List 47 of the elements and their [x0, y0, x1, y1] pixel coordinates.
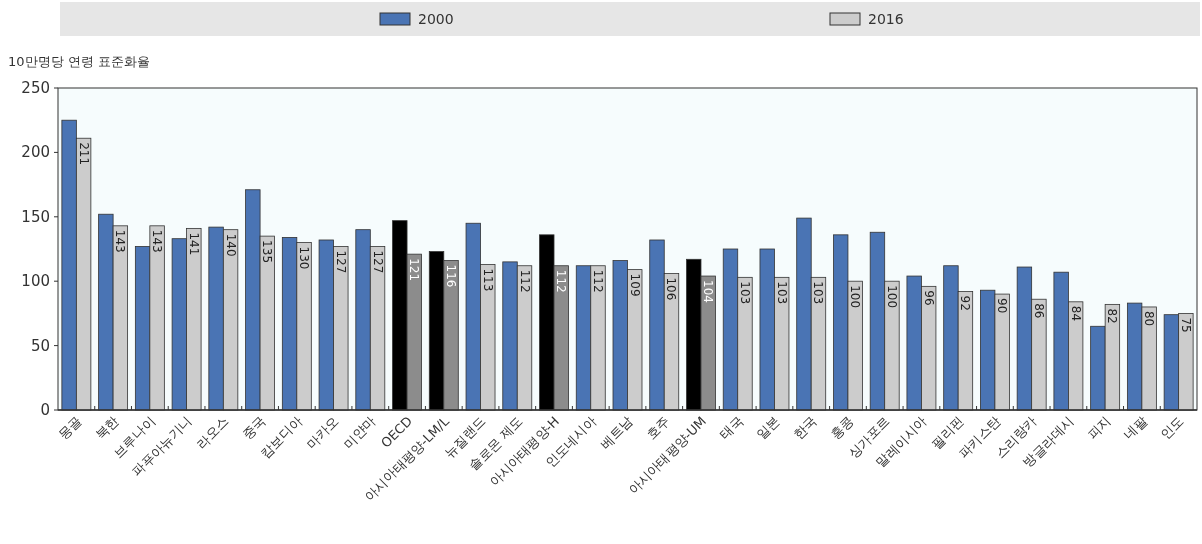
x-tick-label: 몽골: [55, 413, 85, 443]
y-tick-label: 150: [21, 207, 50, 226]
data-label: 127: [333, 250, 348, 274]
y-tick-label: 250: [21, 79, 50, 97]
data-label: 143: [150, 229, 165, 253]
data-label: 121: [407, 258, 422, 282]
data-label: 141: [186, 232, 201, 256]
data-label: 82: [1105, 308, 1120, 324]
data-label: 96: [921, 290, 936, 306]
data-label: 75: [1178, 317, 1193, 333]
x-tick-label: 네팔: [1121, 413, 1151, 443]
x-tick-label: 일본: [753, 413, 783, 443]
data-label: 100: [848, 285, 863, 309]
data-label: 92: [958, 295, 973, 311]
data-label: 86: [1031, 303, 1046, 319]
data-label: 143: [113, 229, 128, 253]
x-tick-label: 한국: [790, 413, 820, 443]
y-tick-label: 50: [30, 336, 50, 355]
data-label: 103: [811, 281, 826, 305]
data-label: 84: [1068, 305, 1083, 322]
data-label: 80: [1142, 310, 1157, 327]
x-tick-label: 인도: [1157, 413, 1187, 443]
data-label: 103: [774, 281, 789, 305]
data-label: 106: [664, 277, 679, 301]
data-label: 104: [701, 280, 716, 303]
data-label: 112: [554, 269, 569, 293]
data-label: 112: [517, 269, 532, 293]
legend-label: 2000: [418, 11, 454, 27]
data-label: 103: [737, 281, 752, 305]
legend-label: 2016: [868, 11, 904, 27]
data-label: 112: [591, 269, 606, 293]
data-label: 109: [627, 273, 642, 297]
data-label: 130: [297, 246, 312, 270]
data-label: 140: [223, 233, 238, 257]
data-label: 211: [76, 142, 91, 166]
y-tick-label: 100: [21, 272, 50, 291]
data-label: 100: [884, 285, 899, 309]
x-tick-label: 태국: [716, 413, 746, 443]
y-axis-title: 10만명당 연령 표준화율: [8, 54, 150, 69]
data-label: 113: [480, 268, 495, 292]
y-tick-label: 200: [21, 143, 50, 162]
data-label: 135: [260, 240, 275, 264]
data-label: 90: [995, 298, 1010, 314]
data-label: 116: [444, 264, 459, 288]
data-label: 127: [370, 250, 385, 274]
x-tick-label: 피지: [1084, 413, 1114, 443]
y-tick-label: 0: [40, 401, 50, 419]
